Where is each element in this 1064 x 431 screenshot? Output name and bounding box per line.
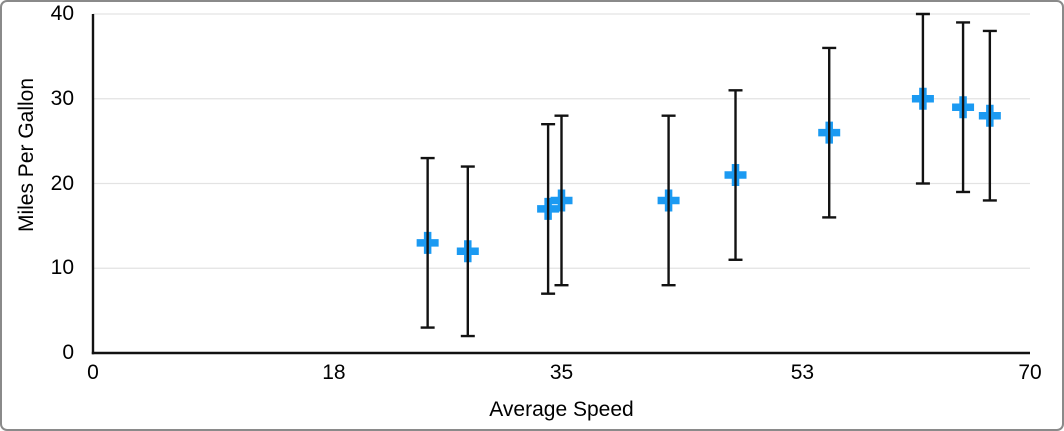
y-tick-label-30: 30	[50, 86, 74, 110]
y-tick-label-40: 40	[50, 2, 74, 25]
y-tick-label-20: 20	[50, 171, 74, 195]
x-tick-label-0: 0	[87, 361, 99, 384]
y-tick-label-0: 0	[62, 341, 74, 364]
x-tick-label-53: 53	[790, 361, 815, 384]
x-tick-label-35: 35	[549, 361, 574, 384]
x-tick-label-70: 70	[1018, 361, 1042, 384]
y-tick-label-10: 10	[50, 256, 74, 280]
x-tick-label-18: 18	[322, 361, 346, 384]
y-axis-title: Miles Per Gallon	[15, 77, 38, 233]
x-axis-title: Average Speed	[489, 398, 634, 421]
